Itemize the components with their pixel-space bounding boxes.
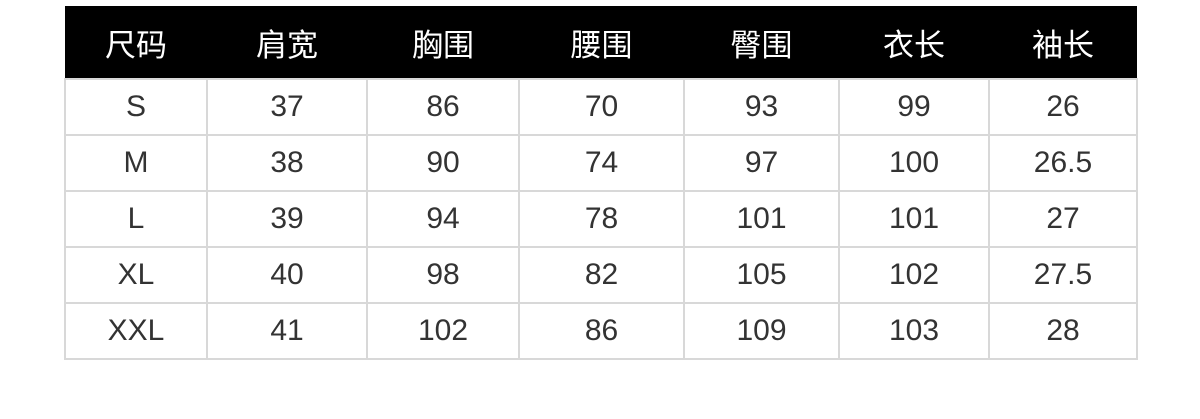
measurement-cell: 100 (838, 134, 990, 192)
column-header: 尺码 (65, 6, 207, 79)
measurement-cell: 40 (206, 246, 368, 304)
measurement-cell: 103 (838, 302, 990, 360)
measurement-cell: 102 (366, 302, 520, 360)
measurement-cell: 86 (366, 78, 520, 136)
measurement-cell: 74 (518, 134, 685, 192)
table-row: L 39 94 78 101 101 27 (64, 190, 1138, 248)
size-label-cell: XL (64, 246, 208, 304)
measurement-cell: 82 (518, 246, 685, 304)
measurement-cell: 78 (518, 190, 685, 248)
measurement-cell: 90 (366, 134, 520, 192)
measurement-cell: 86 (518, 302, 685, 360)
table-row: XL 40 98 82 105 102 27.5 (64, 246, 1138, 304)
column-header: 肩宽 (207, 6, 367, 79)
size-chart-table: 尺码 肩宽 胸围 腰围 臀围 衣长 袖长 S 37 86 70 93 99 26 M 38 90 74 97 100… (64, 6, 1138, 360)
measurement-cell: 101 (838, 190, 990, 248)
measurement-cell: 41 (206, 302, 368, 360)
column-header: 袖长 (989, 6, 1137, 79)
measurement-cell: 101 (683, 190, 840, 248)
size-label-cell: S (64, 78, 208, 136)
table-row: M 38 90 74 97 100 26.5 (64, 134, 1138, 192)
table-row: S 37 86 70 93 99 26 (64, 78, 1138, 136)
column-header: 臀围 (684, 6, 839, 79)
measurement-cell: 99 (838, 78, 990, 136)
table-row: XXL 41 102 86 109 103 28 (64, 302, 1138, 360)
measurement-cell: 38 (206, 134, 368, 192)
measurement-cell: 93 (683, 78, 840, 136)
column-header: 衣长 (839, 6, 989, 79)
measurement-cell: 94 (366, 190, 520, 248)
measurement-cell: 26.5 (988, 134, 1138, 192)
size-label-cell: M (64, 134, 208, 192)
measurement-cell: 97 (683, 134, 840, 192)
measurement-cell: 26 (988, 78, 1138, 136)
measurement-cell: 102 (838, 246, 990, 304)
measurement-cell: 39 (206, 190, 368, 248)
measurement-cell: 109 (683, 302, 840, 360)
measurement-cell: 37 (206, 78, 368, 136)
size-label-cell: XXL (64, 302, 208, 360)
measurement-cell: 105 (683, 246, 840, 304)
measurement-cell: 28 (988, 302, 1138, 360)
measurement-cell: 27 (988, 190, 1138, 248)
measurement-cell: 98 (366, 246, 520, 304)
measurement-cell: 27.5 (988, 246, 1138, 304)
measurement-cell: 70 (518, 78, 685, 136)
column-header: 腰围 (519, 6, 684, 79)
header-row: 尺码 肩宽 胸围 腰围 臀围 衣长 袖长 (65, 6, 1137, 79)
size-label-cell: L (64, 190, 208, 248)
column-header: 胸围 (367, 6, 519, 79)
